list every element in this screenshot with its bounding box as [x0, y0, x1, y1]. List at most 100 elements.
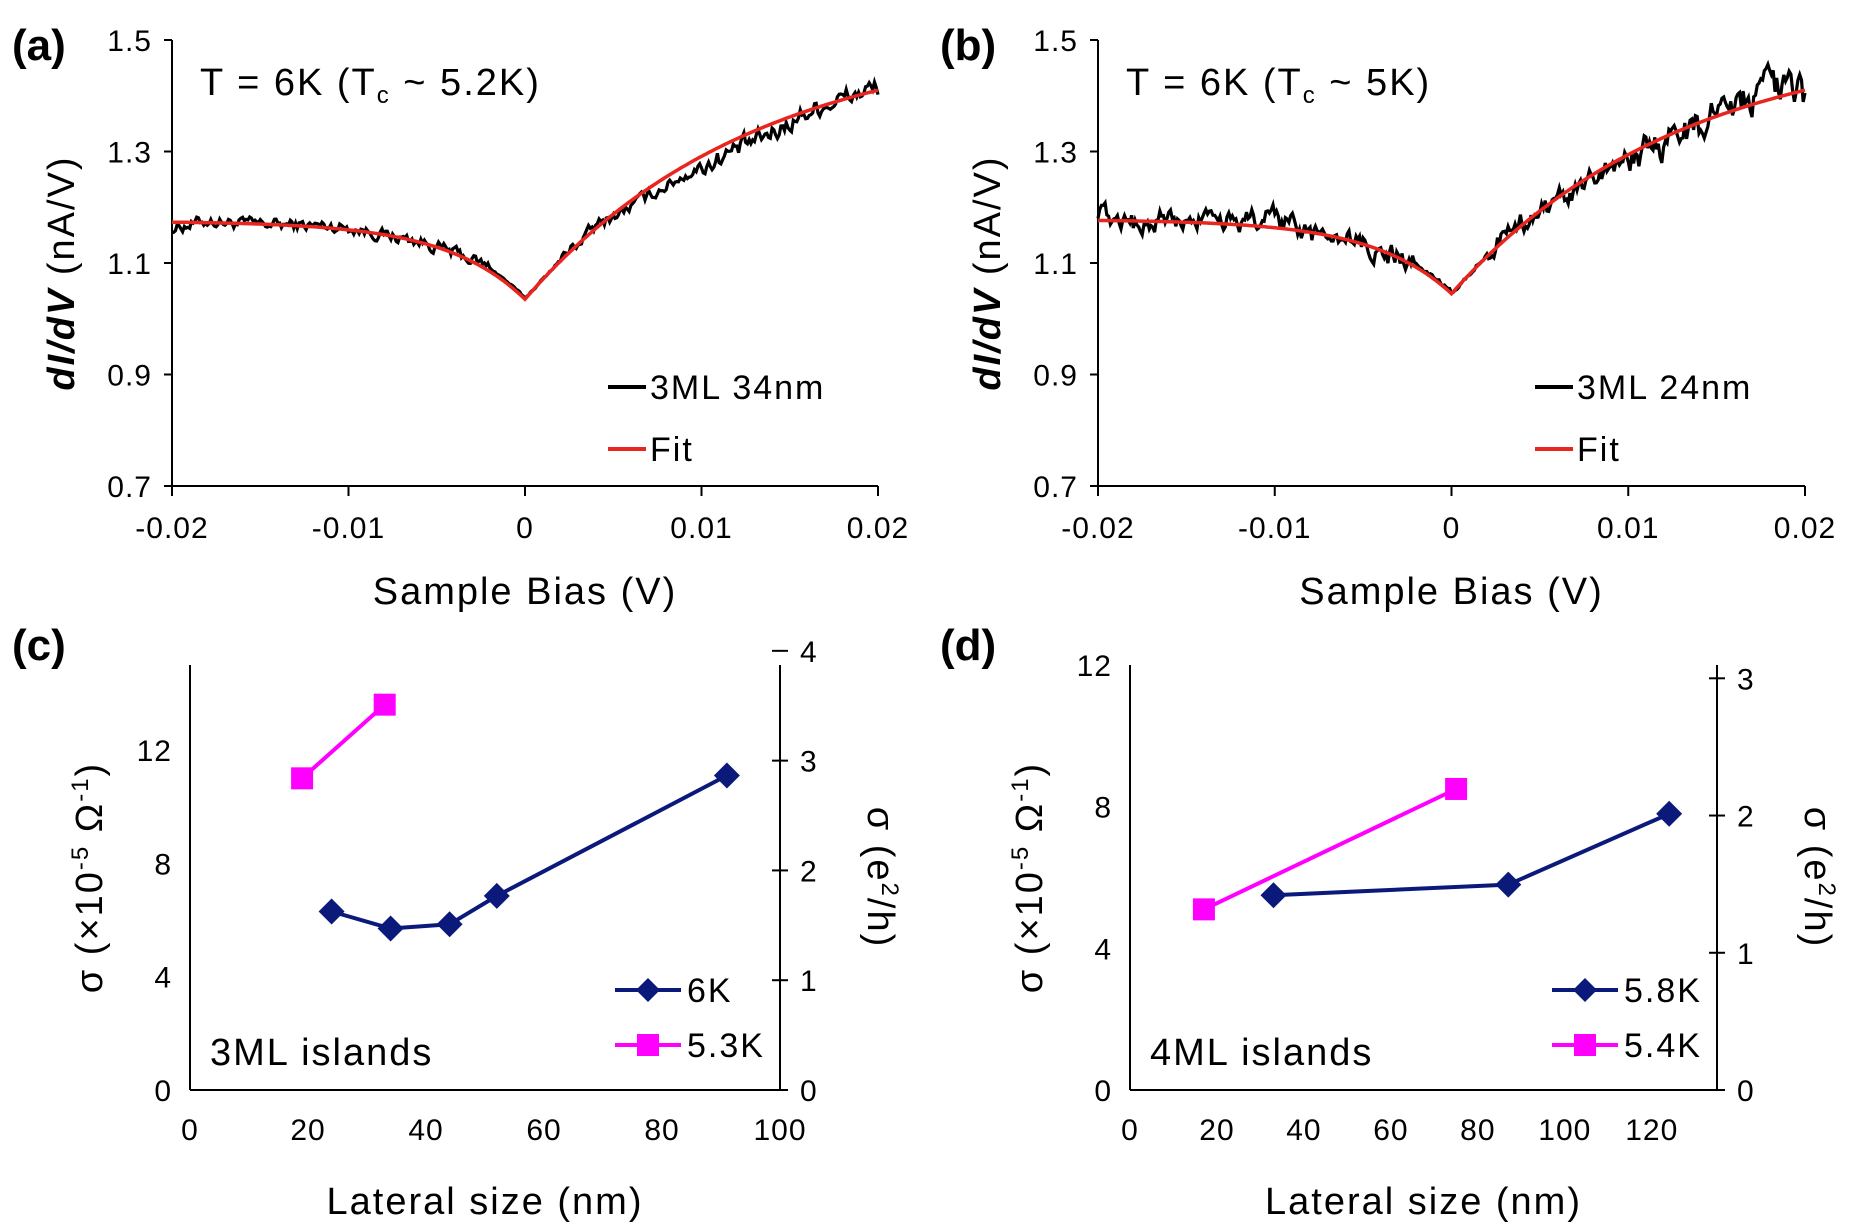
right-y-tick-label: 0	[800, 1075, 818, 1108]
panel-a: (a) 0.7 0.9 1.1 1.3 1.5 -0.02 -0.01 0 0.01 0.02 Sam…	[12, 21, 909, 613]
x-tick-label: 120	[1625, 1114, 1678, 1147]
right-y-tick-label: 2	[800, 855, 818, 888]
legend-marker	[637, 1034, 659, 1056]
y-tick-label: 1.3	[107, 137, 152, 170]
left-y-tick-label: 8	[154, 848, 172, 881]
data-point	[436, 911, 463, 938]
right-y-tick-label: 0	[1737, 1075, 1755, 1108]
series-line-5.8K	[1273, 811, 1671, 898]
x-tick-label: -0.01	[1238, 512, 1311, 545]
panel-label: (b)	[940, 21, 996, 70]
right-y-tick-label: 4	[800, 636, 818, 669]
x-tick-label: 100	[753, 1114, 806, 1147]
legend-label: 5.4K	[1624, 1027, 1702, 1065]
x-tick-label: 40	[408, 1114, 443, 1147]
legend-label: Fit	[1577, 431, 1621, 469]
right-y-tick-label: 1	[800, 965, 818, 998]
data-point	[1192, 898, 1215, 921]
series-line-6K	[331, 773, 728, 931]
legend-marker	[1574, 1034, 1596, 1056]
x-tick-label: 80	[1460, 1114, 1495, 1147]
y-tick-label: 0.9	[1033, 360, 1078, 393]
right-y-tick-label: 3	[800, 746, 818, 779]
y-tick-label: 0.9	[107, 360, 152, 393]
x-tick-label: 0	[1121, 1114, 1139, 1147]
panel-label: (d)	[940, 621, 996, 670]
x-tick-label: 0.01	[670, 512, 732, 545]
y-tick-label: 1.5	[107, 25, 152, 58]
data-point	[377, 915, 404, 942]
panel-label: (a)	[12, 21, 66, 70]
right-y-axis-title: σ (e2/h)	[1796, 807, 1840, 949]
y-axis-title: dI/dV (nA/V)	[967, 155, 1009, 390]
y-tick-label: 1.5	[1033, 25, 1078, 58]
x-tick-label: 60	[1373, 1114, 1408, 1147]
left-y-tick-label: 0	[154, 1075, 172, 1108]
left-y-tick-label: 0	[1094, 1075, 1112, 1108]
fit-curve	[1097, 88, 1806, 297]
y-axis-title: dI/dV (nA/V)	[41, 155, 83, 390]
x-tick-label: 20	[290, 1114, 325, 1147]
left-y-axis-title: σ (×10-5 Ω-1)	[67, 762, 111, 993]
legend-label: 5.3K	[687, 1027, 765, 1065]
data-point	[1656, 800, 1683, 827]
legend-marker	[636, 978, 660, 1002]
x-tick-label: -0.02	[1061, 512, 1134, 545]
left-y-tick-label: 4	[1094, 933, 1112, 966]
legend-label: 6K	[687, 972, 733, 1010]
islands-annotation: 3ML islands	[210, 1032, 433, 1074]
fit-curve	[171, 88, 879, 302]
data-point	[483, 882, 510, 909]
x-axis-title: Sample Bias (V)	[373, 571, 678, 613]
legend-label: 3ML 24nm	[1577, 369, 1752, 407]
data-point	[1495, 871, 1522, 898]
y-tick-label: 0.7	[107, 471, 152, 504]
legend-label: 3ML 34nm	[650, 369, 825, 407]
legend-label: Fit	[650, 431, 694, 469]
series-line-5.3K	[300, 703, 387, 780]
x-axis-title: Lateral size (nm)	[1265, 1181, 1582, 1223]
x-tick-label: 100	[1538, 1114, 1591, 1147]
legend-marker	[1573, 978, 1597, 1002]
y-tick-label: 0.7	[1033, 471, 1078, 504]
left-y-axis-title: σ (×10-5 Ω-1)	[1007, 762, 1051, 993]
left-y-tick-label: 8	[1094, 792, 1112, 825]
right-y-axis-title: σ (e2/h)	[859, 807, 903, 949]
x-tick-label: 40	[1286, 1114, 1321, 1147]
data-point	[373, 693, 396, 716]
x-axis-title: Sample Bias (V)	[1299, 571, 1604, 613]
y-tick-label: 1.1	[1033, 248, 1078, 281]
y-tick-label: 1.3	[1033, 137, 1078, 170]
right-y-tick-label: 1	[1737, 938, 1755, 971]
x-tick-label: 0.01	[1597, 512, 1659, 545]
panel-b: (b) 0.7 0.9 1.1 1.3 1.5 -0.02 -0.01 0 0.01 0.02 Sam…	[940, 21, 1836, 613]
data-point	[291, 767, 314, 790]
y-tick-label: 1.1	[107, 248, 152, 281]
data-point	[713, 762, 740, 789]
data-point	[318, 898, 345, 925]
x-tick-label: 80	[644, 1114, 679, 1147]
left-y-tick-label: 12	[1077, 650, 1112, 683]
x-tick-label: 20	[1199, 1114, 1234, 1147]
x-axis-title: Lateral size (nm)	[327, 1181, 644, 1223]
x-tick-label: -0.01	[312, 512, 385, 545]
data-curve	[171, 76, 880, 301]
x-tick-label: 0	[1443, 512, 1461, 545]
x-tick-label: 0.02	[847, 512, 909, 545]
x-tick-label: 0.02	[1774, 512, 1836, 545]
right-y-tick-label: 3	[1737, 663, 1755, 696]
x-tick-label: 0	[181, 1114, 199, 1147]
data-point	[1260, 882, 1287, 909]
series-line-5.4K	[1203, 787, 1457, 912]
x-tick-label: -0.02	[135, 512, 208, 545]
left-y-tick-label: 4	[154, 962, 172, 995]
temperature-annotation: T = 6K (Tc ~ 5K)	[1126, 62, 1431, 109]
left-y-tick-label: 12	[137, 735, 172, 768]
x-tick-label: 0	[516, 512, 534, 545]
data-point	[1445, 777, 1468, 800]
panel-label: (c)	[12, 621, 66, 670]
islands-annotation: 4ML islands	[1150, 1032, 1373, 1074]
